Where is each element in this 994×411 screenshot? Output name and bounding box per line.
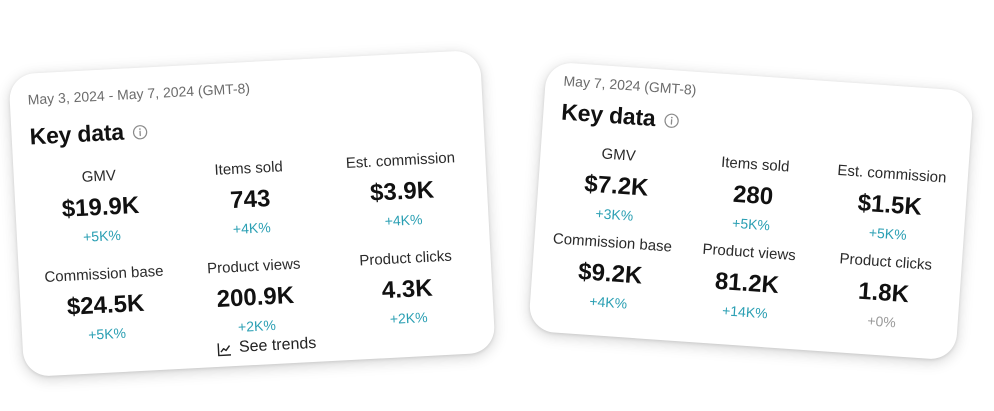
metric-label: Product clicks — [358, 247, 453, 270]
metric-value: $24.5K — [66, 289, 145, 321]
metric-value: 280 — [732, 180, 774, 211]
metric-items-sold: Items sold 743 +4K% — [173, 156, 327, 240]
metric-delta: +5K% — [87, 324, 127, 343]
metric-delta: +5K% — [82, 226, 122, 245]
metric-delta: +0% — [866, 312, 897, 331]
see-trends-link[interactable]: See trends — [217, 335, 317, 358]
date-range-label: May 3, 2024 - May 7, 2024 (GMT-8) — [27, 79, 251, 108]
metric-label: Est. commission — [345, 149, 456, 173]
card-title: Key data — [28, 118, 125, 150]
metric-delta: +4K% — [588, 292, 628, 312]
metric-value: $1.5K — [856, 189, 923, 221]
metric-label: Est. commission — [836, 161, 947, 187]
metric-product-views: Product views 200.9K +2K% — [178, 254, 332, 338]
line-chart-icon — [217, 342, 231, 356]
metric-value: $3.9K — [369, 176, 435, 207]
metric-label: Commission base — [552, 230, 673, 256]
metric-value: 4.3K — [381, 274, 434, 305]
metric-value: 1.8K — [857, 277, 910, 309]
metric-label: Product views — [206, 255, 301, 278]
metric-delta: +14K% — [721, 302, 769, 322]
metric-label: Product views — [701, 240, 797, 265]
metric-delta: +2K% — [389, 308, 428, 327]
metric-value: 81.2K — [714, 267, 780, 300]
metric-est-commission: Est. commission $3.9K +4K% — [325, 148, 479, 232]
metric-delta: +5K% — [868, 224, 908, 243]
key-data-card-single-day: May 7, 2024 (GMT-8) Key data GMV $7.2K +… — [528, 61, 974, 361]
metric-items-sold: Items sold 280 +5K% — [676, 151, 831, 237]
card-title-row: Key data — [560, 99, 680, 134]
metric-value: 200.9K — [216, 281, 295, 313]
see-trends-label: See trends — [238, 334, 317, 356]
info-icon[interactable] — [664, 113, 680, 129]
metric-product-clicks: Product clicks 4.3K +2K% — [330, 246, 484, 330]
metric-commission-base: Commission base $9.2K +4K% — [533, 229, 688, 315]
metric-label: Product clicks — [839, 250, 933, 274]
metric-product-views: Product views 81.2K +14K% — [670, 239, 825, 325]
info-icon[interactable] — [132, 124, 148, 140]
metric-gmv: GMV $19.9K +5K% — [24, 164, 178, 248]
metric-label: GMV — [600, 145, 637, 165]
metric-value: $19.9K — [61, 191, 140, 223]
metric-label: Items sold — [214, 158, 284, 179]
metric-product-clicks: Product clicks 1.8K +0% — [806, 248, 961, 334]
metric-delta: +4K% — [384, 211, 423, 230]
metric-label: Commission base — [44, 262, 164, 286]
metric-est-commission: Est. commission $1.5K +5K% — [812, 161, 967, 247]
metric-delta: +3K% — [595, 205, 634, 224]
metric-label: GMV — [81, 167, 117, 186]
metric-gmv: GMV $7.2K +3K% — [539, 141, 694, 227]
metric-value: 743 — [229, 185, 271, 215]
card-title: Key data — [560, 98, 657, 132]
metric-delta: +4K% — [232, 219, 272, 238]
metric-value: $7.2K — [583, 170, 650, 202]
metric-delta: +5K% — [731, 214, 771, 234]
date-label: May 7, 2024 (GMT-8) — [563, 72, 697, 98]
key-data-card-date-range: May 3, 2024 - May 7, 2024 (GMT-8) Key da… — [8, 49, 496, 378]
metric-value: $9.2K — [577, 258, 644, 290]
metric-label: Items sold — [720, 153, 790, 176]
metric-commission-base: Commission base $24.5K +5K% — [29, 262, 183, 346]
card-title-row: Key data — [29, 117, 149, 150]
